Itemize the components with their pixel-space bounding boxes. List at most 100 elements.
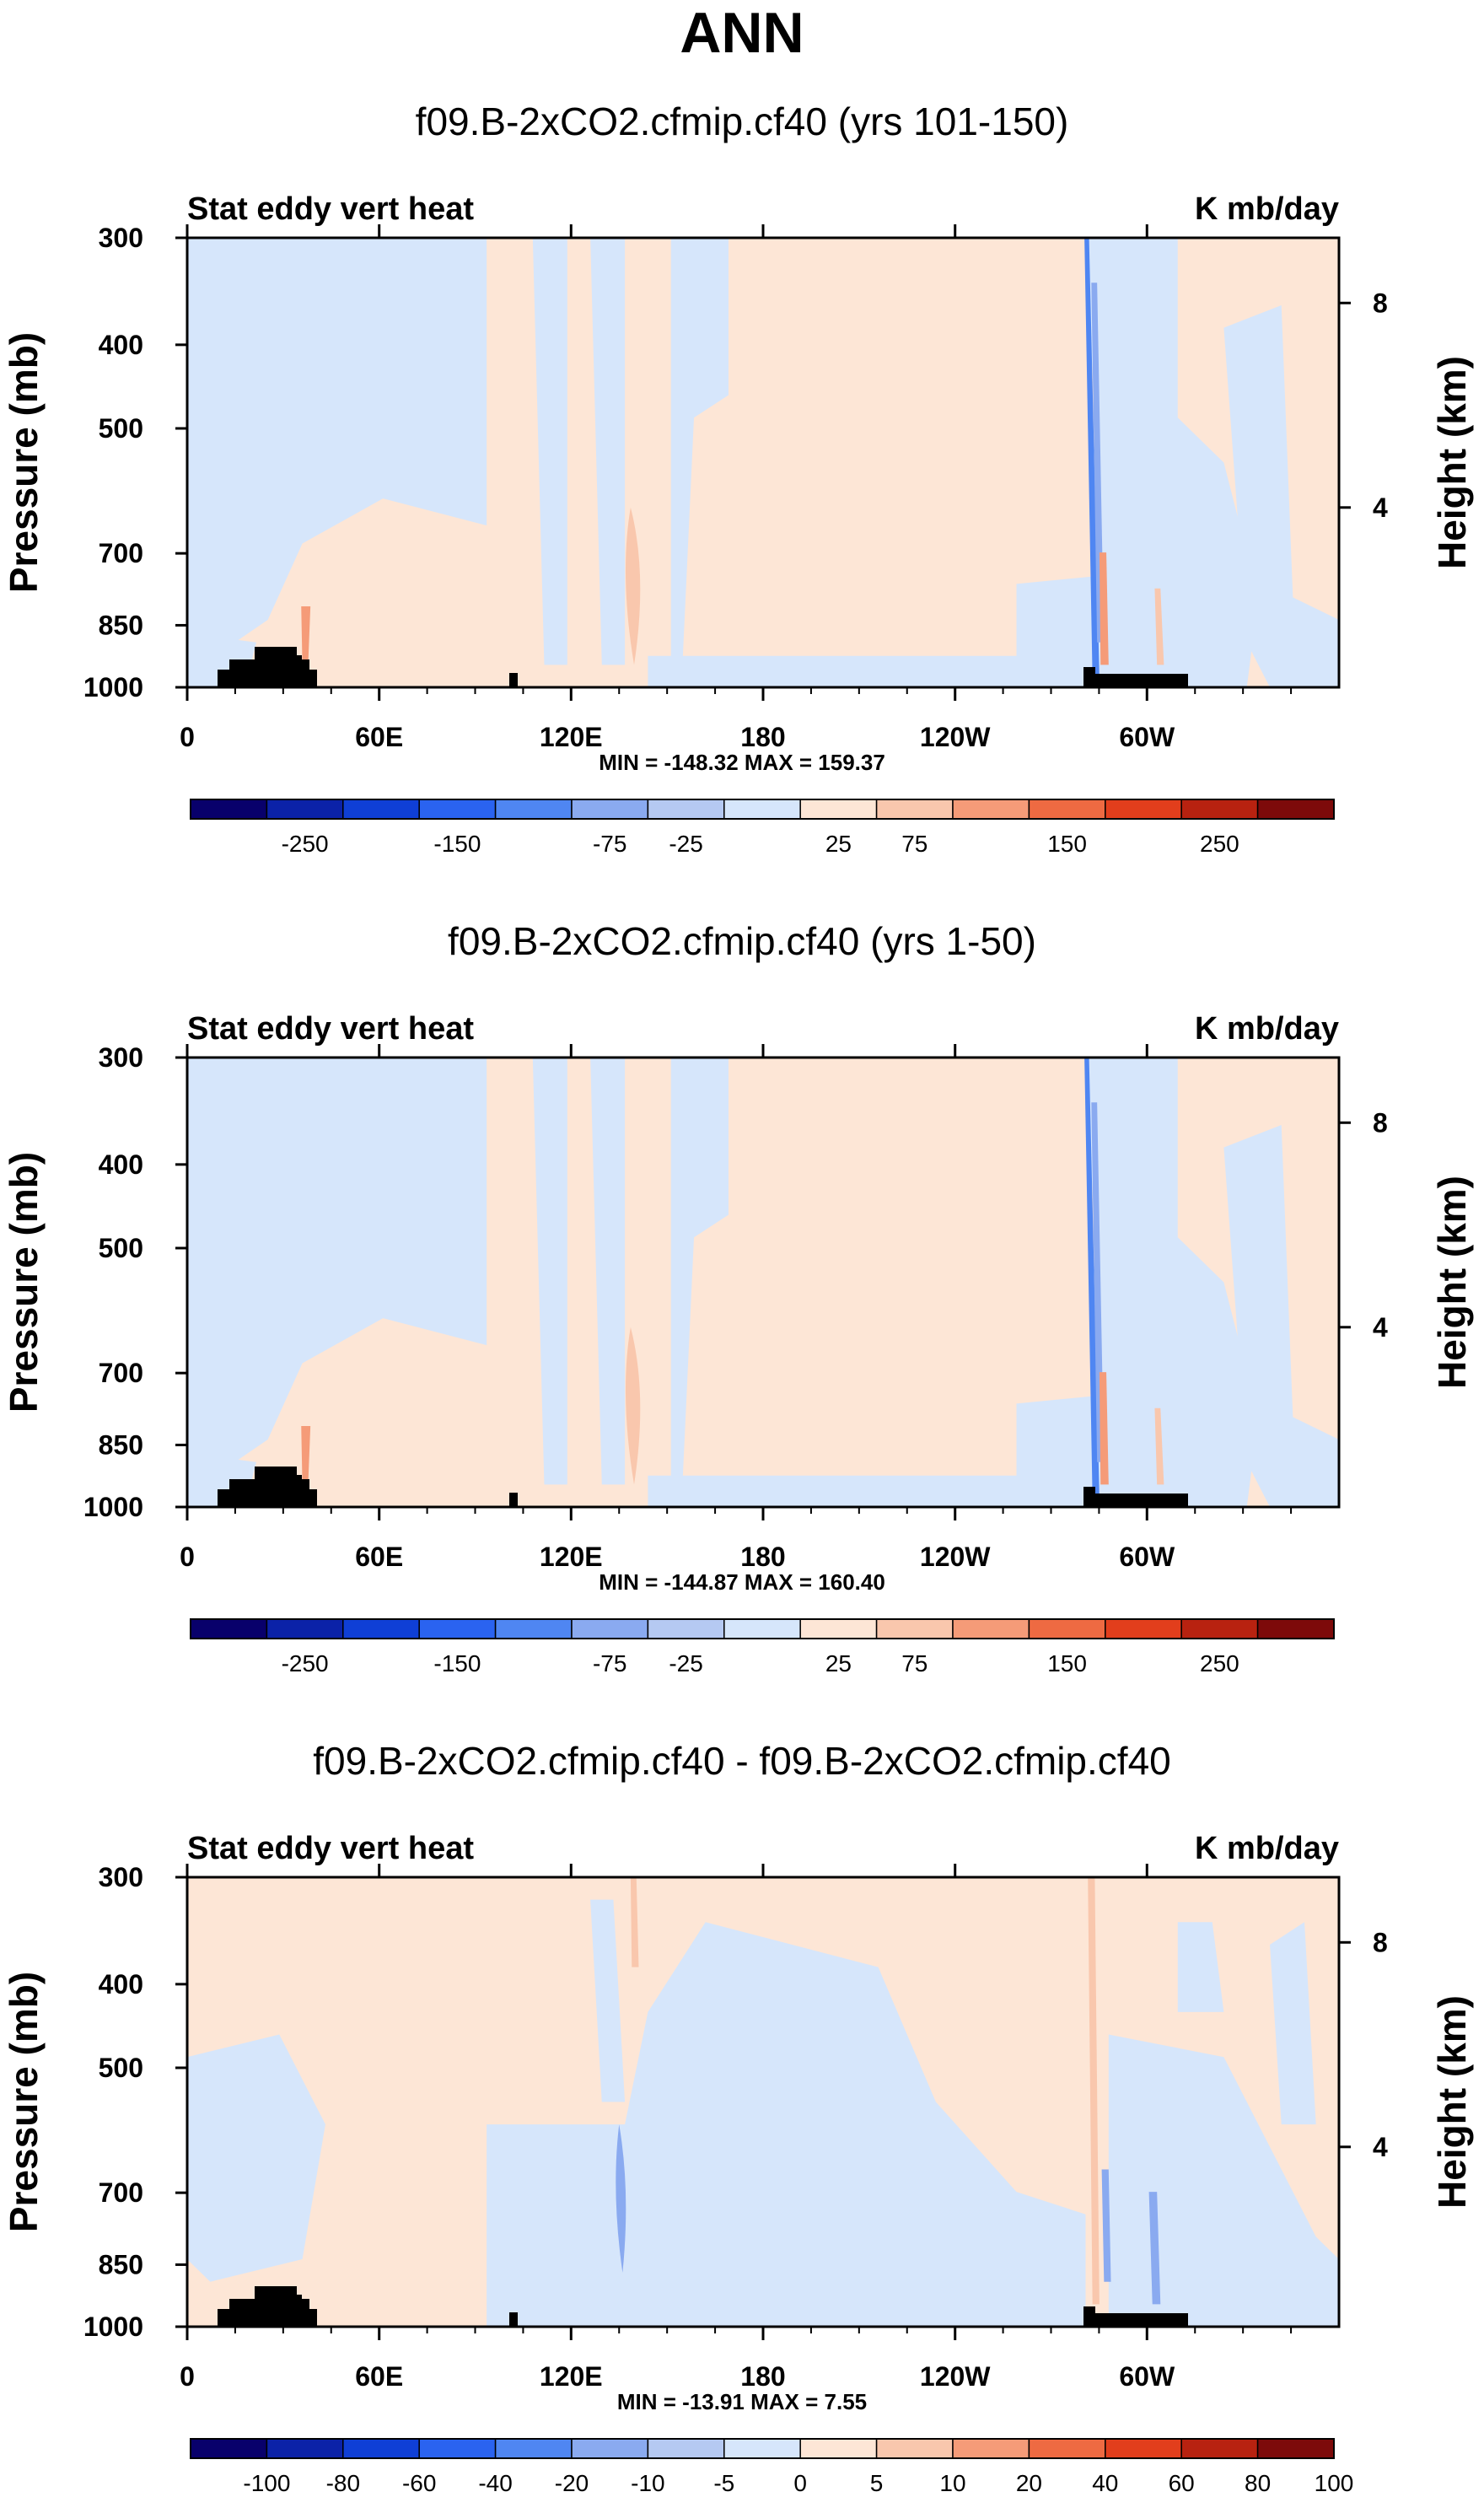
colorbar-swatch bbox=[342, 1618, 420, 1639]
contour-region bbox=[1148, 2192, 1161, 2305]
colorbar-swatch bbox=[266, 2438, 344, 2459]
contour-region bbox=[1223, 304, 1339, 687]
contour-region bbox=[1108, 2034, 1339, 2327]
colorbar-swatch bbox=[952, 2438, 1030, 2459]
colorbar-swatch bbox=[1105, 799, 1182, 820]
y-tick-label: 850 bbox=[99, 1429, 143, 1460]
topography-block bbox=[278, 655, 302, 667]
colorbar-label: -150 bbox=[433, 831, 481, 857]
y-tick-label: 700 bbox=[99, 538, 143, 568]
colorbar-frame bbox=[190, 2438, 1335, 2459]
colorbar: -250 -150 -75 -25 25 75 150 250 bbox=[190, 799, 1335, 857]
contour-region bbox=[187, 1058, 487, 1472]
topography-block bbox=[509, 673, 518, 687]
colorbar-label: 250 bbox=[1200, 1650, 1239, 1676]
panel-title: f09.B-2xCO2.cfmip.cf40 (yrs 1-50) bbox=[448, 919, 1036, 963]
contour-region bbox=[1091, 283, 1105, 643]
colorbar-label: -75 bbox=[593, 831, 626, 857]
x-tick-label: 0 bbox=[180, 2361, 195, 2392]
y-tick-label: 500 bbox=[99, 1233, 143, 1263]
x-tick-label: 0 bbox=[180, 1542, 195, 1572]
x-tick-label: 60E bbox=[355, 2361, 403, 2392]
colorbar-swatch bbox=[875, 799, 954, 820]
colorbar-label: 250 bbox=[1200, 831, 1239, 857]
x-tick-label: 120E bbox=[540, 722, 603, 752]
contour-region bbox=[616, 2124, 626, 2274]
y-tick-label: 1000 bbox=[83, 2312, 143, 2342]
contour-field bbox=[187, 1058, 1339, 1507]
colorbar-swatch bbox=[1105, 1618, 1182, 1639]
contour-region bbox=[625, 507, 641, 665]
y-tick-label: 500 bbox=[99, 2053, 143, 2083]
y-tick-label: 1000 bbox=[83, 1492, 143, 1522]
contour-region bbox=[670, 1058, 729, 1485]
contour-region bbox=[1088, 1877, 1100, 2305]
colorbar-swatch bbox=[418, 2438, 497, 2459]
y-axis-title: Pressure (mb) bbox=[2, 1152, 46, 1413]
y-tick-label: 400 bbox=[99, 330, 143, 360]
y-tick-label: 850 bbox=[99, 610, 143, 640]
x-tick-label: 120E bbox=[540, 2361, 603, 2392]
contour-region bbox=[301, 1426, 311, 1485]
colorbar-swatch bbox=[799, 1618, 878, 1639]
colorbar-swatch bbox=[418, 799, 497, 820]
topography-block bbox=[278, 2295, 302, 2306]
colorbar-swatch bbox=[1256, 2438, 1335, 2459]
topography-block bbox=[1094, 2313, 1188, 2327]
panel-1: f09.B-2xCO2.cfmip.cf40 (yrs 101-150) Stat… bbox=[2, 100, 1474, 857]
colorbar-label: -20 bbox=[555, 2470, 589, 2496]
contour-region bbox=[590, 1058, 626, 1485]
contour-region bbox=[1154, 588, 1164, 665]
panel-3: f09.B-2xCO2.cfmip.cf40 - f09.B-2xCO2.cfm… bbox=[2, 1739, 1474, 2496]
colorbar-label: -10 bbox=[631, 2470, 664, 2496]
colorbar-label: -250 bbox=[282, 831, 329, 857]
panel-title: f09.B-2xCO2.cfmip.cf40 (yrs 101-150) bbox=[416, 100, 1069, 143]
colorbar-swatch bbox=[875, 2438, 954, 2459]
colorbar-swatch bbox=[418, 1618, 497, 1639]
colorbar-label: 10 bbox=[939, 2470, 965, 2496]
colorbar: -100 -80 -60 -40 -20 -10 -5 0 5 10 20 40 60 80 100 bbox=[190, 2438, 1354, 2496]
colorbar-label: 40 bbox=[1092, 2470, 1118, 2496]
colorbar-label: 80 bbox=[1245, 2470, 1271, 2496]
y-tick-label: 300 bbox=[99, 223, 143, 253]
colorbar-swatch bbox=[342, 799, 420, 820]
topography-block bbox=[1094, 674, 1188, 687]
panel-title: f09.B-2xCO2.cfmip.cf40 - f09.B-2xCO2.cfm… bbox=[313, 1739, 1170, 1783]
topography-block bbox=[1083, 2306, 1095, 2327]
colorbar-swatch bbox=[494, 2438, 573, 2459]
topography-block bbox=[218, 1489, 317, 1507]
topography-block bbox=[218, 2309, 317, 2327]
colorbar-swatch bbox=[952, 1618, 1030, 1639]
colorbar-swatch bbox=[1180, 1618, 1259, 1639]
contour-region bbox=[1177, 1922, 1224, 2012]
colorbar-label: 75 bbox=[901, 831, 928, 857]
colorbar-label: 100 bbox=[1315, 2470, 1354, 2496]
min-max-text: MIN = -144.87 MAX = 160.40 bbox=[599, 1569, 885, 1595]
x-tick-label: 0 bbox=[180, 722, 195, 752]
panel-units-label: K mb/day bbox=[1195, 1831, 1339, 1866]
topography-mask bbox=[218, 647, 1188, 687]
x-tick-label: 180 bbox=[740, 722, 785, 752]
colorbar-swatch bbox=[494, 799, 573, 820]
colorbar-label: 25 bbox=[825, 831, 852, 857]
x-tick-label: 60W bbox=[1119, 722, 1175, 752]
colorbar-swatch bbox=[647, 2438, 725, 2459]
contour-region bbox=[590, 238, 626, 665]
colorbar-label: 150 bbox=[1047, 1650, 1087, 1676]
x-tick-label: 120E bbox=[540, 1542, 603, 1572]
colorbar-swatch bbox=[1028, 799, 1106, 820]
y-tick-label: 700 bbox=[99, 2177, 143, 2208]
panels: f09.B-2xCO2.cfmip.cf40 (yrs 101-150) Stat… bbox=[2, 100, 1474, 2496]
x-tick-label: 120W bbox=[920, 1542, 991, 1572]
contour-field bbox=[187, 1877, 1339, 2327]
y-right-tick-label: 8 bbox=[1373, 288, 1388, 318]
contour-region bbox=[1085, 1058, 1259, 1507]
contour-region bbox=[648, 574, 1109, 687]
topography-mask bbox=[218, 2286, 1188, 2327]
figure-title: ANN bbox=[680, 1, 804, 65]
y-axis-title: Pressure (mb) bbox=[2, 1972, 46, 2232]
colorbar-swatch bbox=[190, 1618, 268, 1639]
colorbar-swatch bbox=[647, 1618, 725, 1639]
contour-region bbox=[1223, 1124, 1339, 1507]
colorbar-swatch bbox=[266, 1618, 344, 1639]
